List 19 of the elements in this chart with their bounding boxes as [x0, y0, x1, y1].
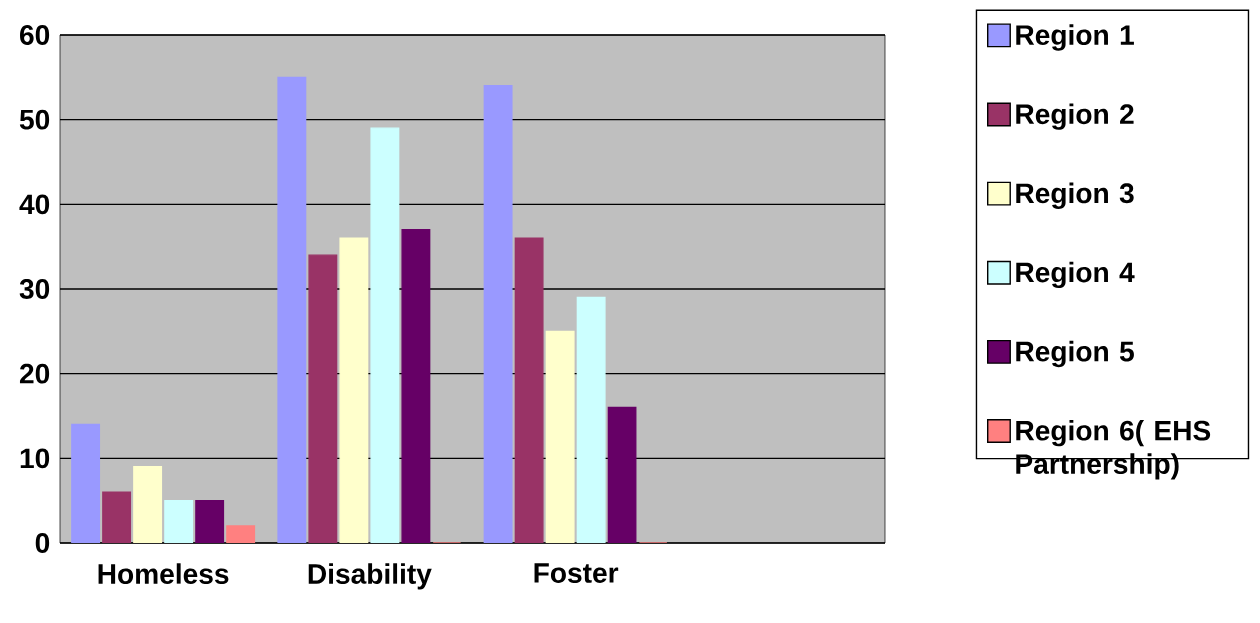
- x-tick-label: Foster: [534, 563, 619, 583]
- legend-label: Region 4: [1016, 261, 1135, 289]
- legend-label: Region 3: [1016, 182, 1134, 209]
- x-tick-label: Disability: [308, 563, 432, 590]
- y-tick-label: 60: [20, 25, 50, 45]
- legend-label: Region 6( EHS Partnership): [1016, 419, 1211, 480]
- y-tick-label: 30: [19, 279, 50, 299]
- y-tick-label: 50: [19, 109, 50, 130]
- y-tick-label: 20: [19, 363, 50, 384]
- y-tick-label: 0: [35, 533, 50, 553]
- bar: [483, 85, 513, 543]
- y-tick-label: 10: [20, 448, 50, 469]
- legend-label: Region 1: [1016, 24, 1134, 51]
- bar: [71, 423, 101, 543]
- x-tick-label: Homeless: [98, 563, 229, 584]
- legend-label: Region 5: [1016, 340, 1134, 368]
- bar: [277, 76, 307, 543]
- y-tick-label: 40: [19, 194, 50, 215]
- legend-label: Region 2: [1016, 103, 1134, 130]
